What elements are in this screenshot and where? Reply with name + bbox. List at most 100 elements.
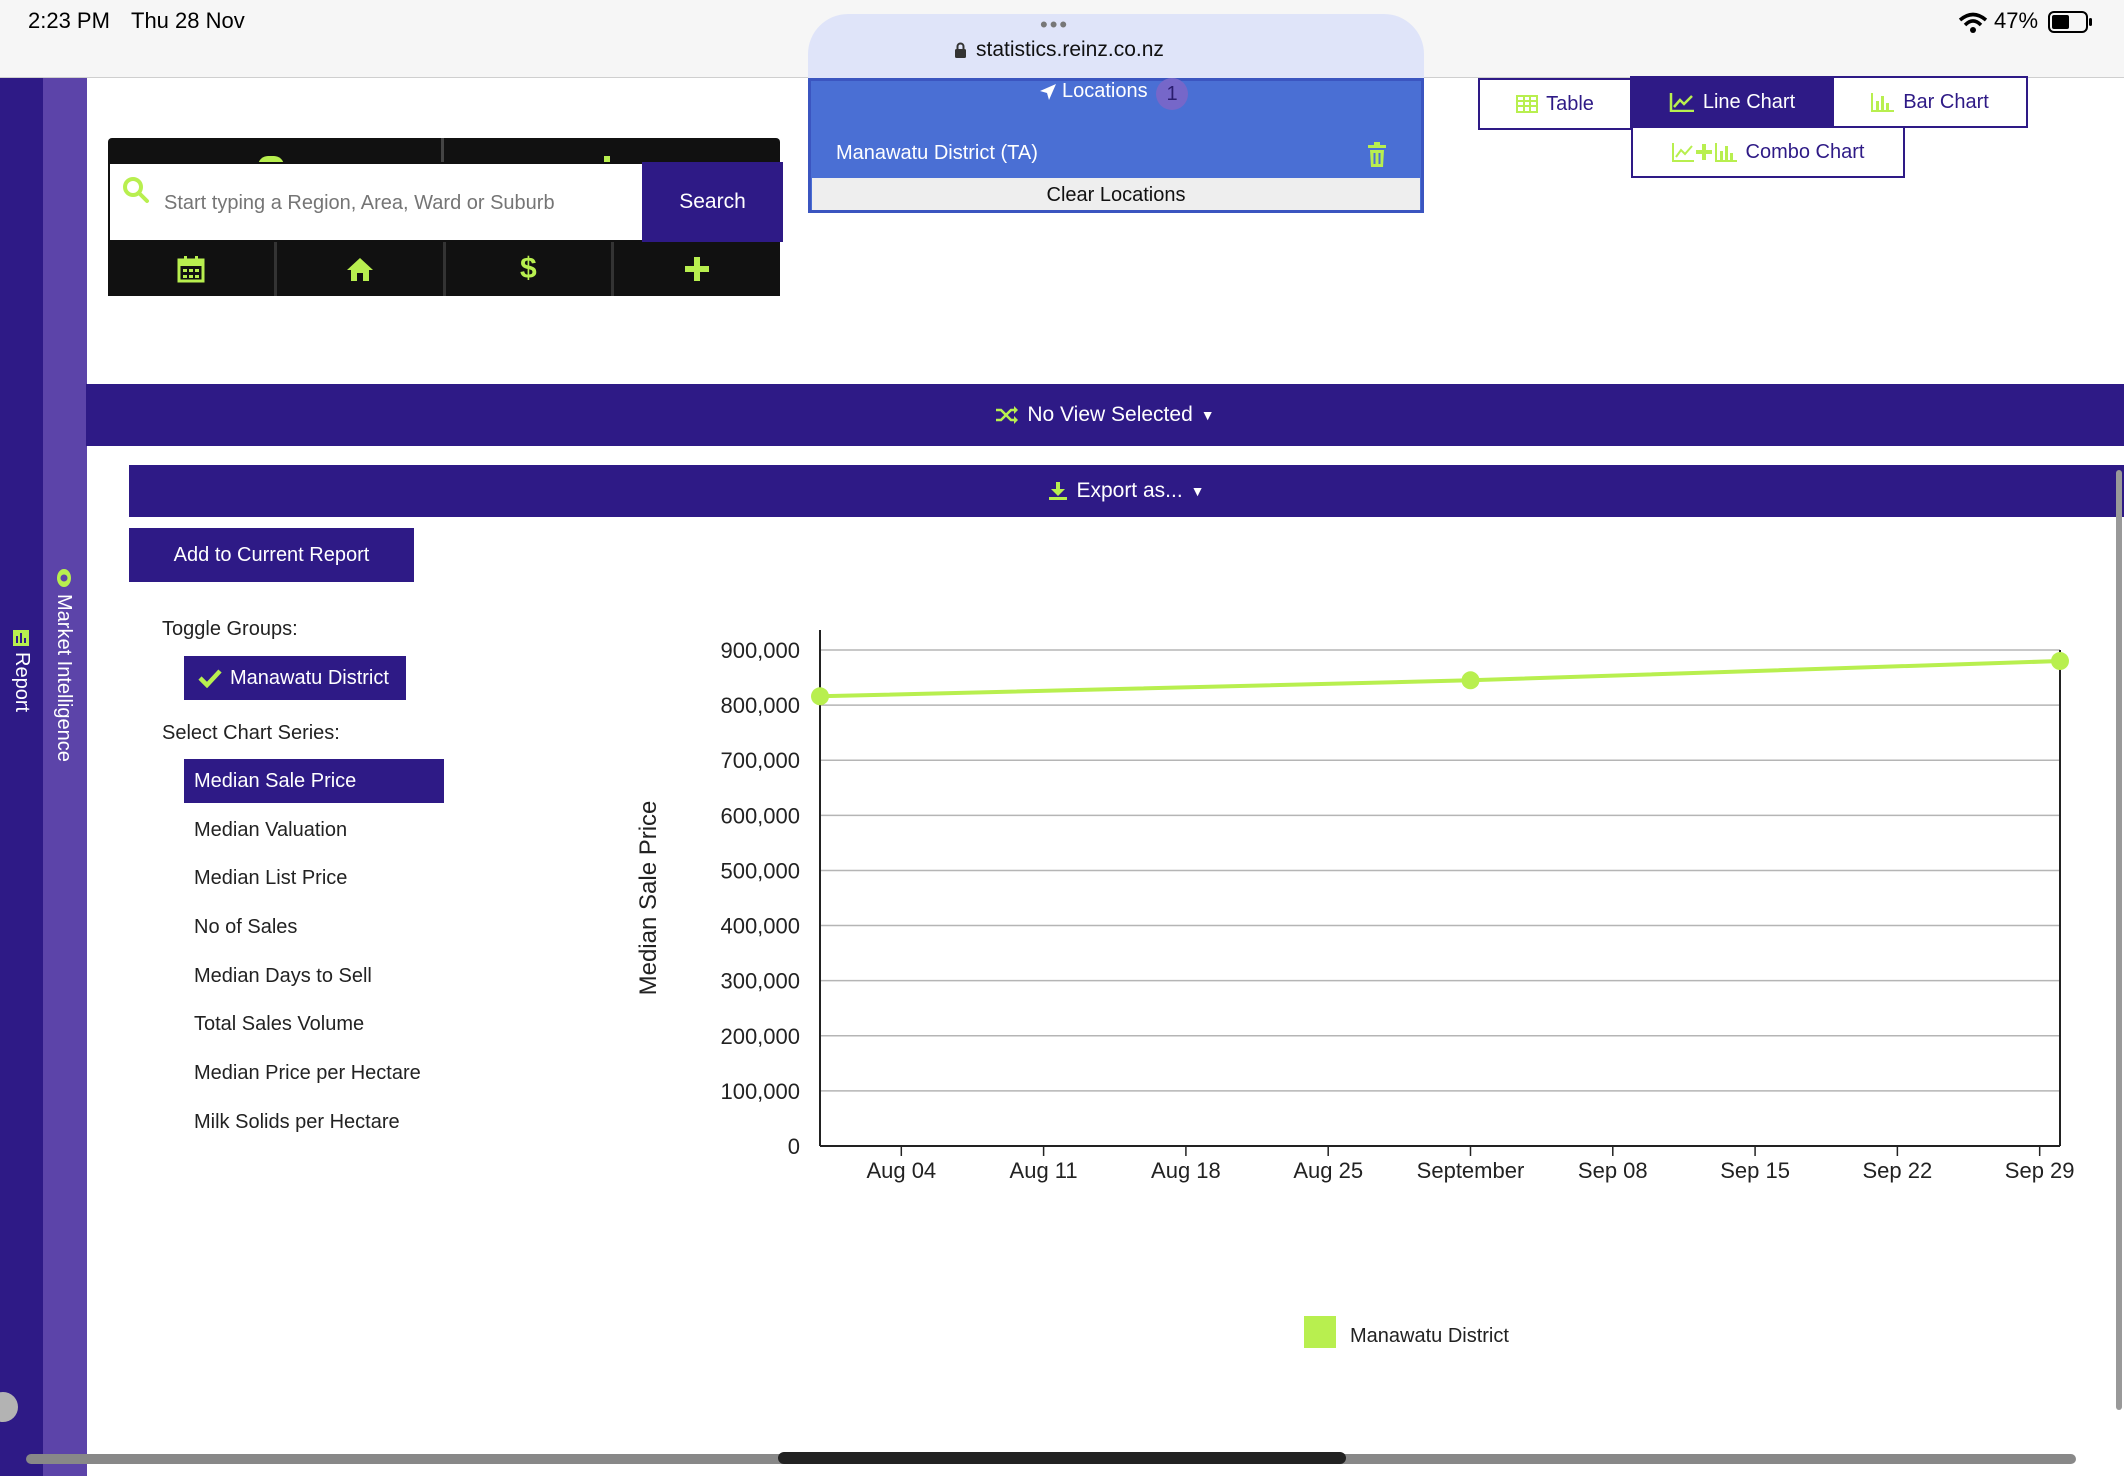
date-filter[interactable] — [108, 242, 277, 296]
lock-icon — [955, 42, 966, 58]
series-item[interactable]: Total Sales Volume — [194, 1012, 365, 1035]
x-tick-label: Sep 22 — [1863, 1158, 1933, 1183]
series-item[interactable]: No of Sales — [194, 915, 298, 938]
series-label: Select Chart Series: — [162, 722, 340, 744]
table-view-button[interactable]: Table — [1478, 78, 1632, 130]
tab-divider — [441, 138, 444, 168]
group-label: Manawatu District — [230, 666, 389, 689]
report-icon — [13, 630, 29, 646]
bar-chart-view-button[interactable]: Bar Chart — [1832, 76, 2028, 128]
status-time: 2:23 PM — [28, 8, 110, 33]
line-chart: 0 100,000 200,000 300,000 400,000 500,000 600,… — [635, 630, 2075, 1348]
series-item[interactable]: Median List Price — [194, 866, 348, 889]
locations-count-badge: 1 — [1156, 78, 1188, 110]
check-icon — [198, 669, 222, 688]
trash-icon[interactable] — [1366, 142, 1388, 168]
price-filter[interactable]: $ — [446, 242, 615, 296]
wifi-icon — [1958, 12, 1988, 33]
horizontal-scrollbar[interactable] — [778, 1452, 1346, 1464]
dollar-icon: $ — [520, 252, 537, 285]
export-label: Export as... — [1076, 479, 1183, 502]
info-icon[interactable] — [604, 156, 610, 166]
filter-row: $ — [108, 242, 780, 296]
y-tick-label: 600,000 — [720, 803, 800, 828]
rail-handle[interactable] — [0, 1392, 18, 1422]
x-tick-label: Aug 11 — [1010, 1158, 1078, 1183]
more-dots-icon[interactable]: ••• — [1040, 12, 1070, 37]
battery-icon — [2048, 11, 2092, 33]
calendar-icon — [177, 256, 205, 283]
bar-chart-view-label: Bar Chart — [1903, 90, 1989, 113]
locations-title[interactable]: Locations — [1062, 80, 1148, 102]
y-axis-label: Median Sale Price — [635, 801, 662, 996]
clear-locations-button[interactable]: Clear Locations — [812, 178, 1420, 210]
toggle-groups-label: Toggle Groups: — [162, 618, 298, 640]
line-chart-view-label: Line Chart — [1702, 90, 1796, 113]
x-tick-label: Sep 29 — [2005, 1158, 2075, 1183]
legend-label: Manawatu District — [1350, 1325, 1509, 1347]
table-icon — [1516, 95, 1539, 113]
battery-percent: 47% — [1994, 8, 2039, 33]
series-item[interactable]: Median Valuation — [194, 818, 348, 841]
combo-chart-view-button[interactable]: Combo Chart — [1631, 126, 1905, 178]
status-date: Thu 28 Nov — [131, 8, 245, 33]
caret-down-icon: ▼ — [1200, 407, 1215, 423]
download-icon — [1049, 482, 1068, 500]
address-url[interactable]: statistics.reinz.co.nz — [976, 38, 1164, 61]
address-bar-highlight — [808, 14, 1424, 84]
series-item[interactable]: Milk Solids per Hectare — [194, 1110, 400, 1133]
y-tick-label: 200,000 — [720, 1024, 800, 1049]
shuffle-icon — [996, 406, 1019, 424]
data-point — [2051, 652, 2069, 671]
report-rail[interactable] — [0, 78, 43, 1476]
heart-icon[interactable] — [258, 156, 284, 166]
export-dropdown[interactable]: Export as... ▼ — [129, 465, 2124, 517]
combo-chart-icon — [1671, 143, 1737, 162]
table-view-label: Table — [1546, 92, 1594, 115]
x-tick-label: Sep 15 — [1720, 1158, 1790, 1183]
search-input[interactable] — [162, 186, 632, 220]
x-tick-label: Aug 18 — [1151, 1158, 1221, 1183]
combo-chart-view-label: Combo Chart — [1745, 140, 1865, 163]
bar-chart-icon — [1871, 93, 1895, 112]
more-filters[interactable] — [614, 242, 780, 296]
view-selector-label: No View Selected — [1027, 403, 1193, 426]
x-tick-label: Aug 04 — [866, 1158, 936, 1183]
series-item[interactable]: Median Days to Sell — [194, 964, 372, 987]
caret-down-icon: ▼ — [1190, 483, 1205, 499]
x-tick-label: Aug 25 — [1293, 1158, 1363, 1183]
legend-swatch — [1304, 1316, 1336, 1348]
x-tick-label: September — [1417, 1158, 1525, 1183]
y-tick-label: 300,000 — [720, 969, 800, 994]
x-tick-label: Sep 08 — [1578, 1158, 1648, 1183]
data-point — [1461, 671, 1480, 690]
property-filter[interactable] — [277, 242, 446, 296]
series-item[interactable]: Median Sale Price — [184, 759, 444, 803]
line-chart-view-button[interactable]: Line Chart — [1630, 76, 1834, 128]
vertical-scrollbar[interactable] — [2116, 470, 2122, 1410]
location-arrow-icon — [1040, 84, 1056, 100]
search-button[interactable]: Search — [642, 162, 783, 242]
eye-icon — [57, 569, 71, 587]
series-item[interactable]: Median Price per Hectare — [194, 1061, 421, 1084]
plus-icon — [685, 257, 710, 281]
y-tick-label: 700,000 — [720, 748, 800, 773]
add-to-report-button[interactable]: Add to Current Report — [129, 528, 414, 582]
search-icon — [123, 177, 149, 203]
y-tick-label: 900,000 — [720, 638, 800, 663]
report-label[interactable]: Report — [11, 652, 33, 713]
market-intelligence-label[interactable]: Market Intelligence — [53, 594, 75, 762]
y-tick-label: 500,000 — [720, 858, 800, 883]
y-tick-label: 400,000 — [720, 914, 800, 939]
location-item: Manawatu District (TA) — [836, 142, 1038, 164]
y-tick-label: 100,000 — [720, 1079, 800, 1104]
market-intelligence-rail[interactable] — [43, 78, 87, 1476]
line-chart-icon — [1669, 93, 1694, 112]
group-toggle-manawatu[interactable]: Manawatu District — [184, 656, 406, 700]
y-tick-label: 800,000 — [720, 693, 800, 718]
data-point — [811, 687, 829, 706]
view-selector[interactable]: No View Selected ▼ — [86, 384, 2124, 446]
series-line — [819, 659, 2061, 699]
home-icon — [346, 258, 373, 281]
y-tick-label: 0 — [788, 1134, 800, 1159]
